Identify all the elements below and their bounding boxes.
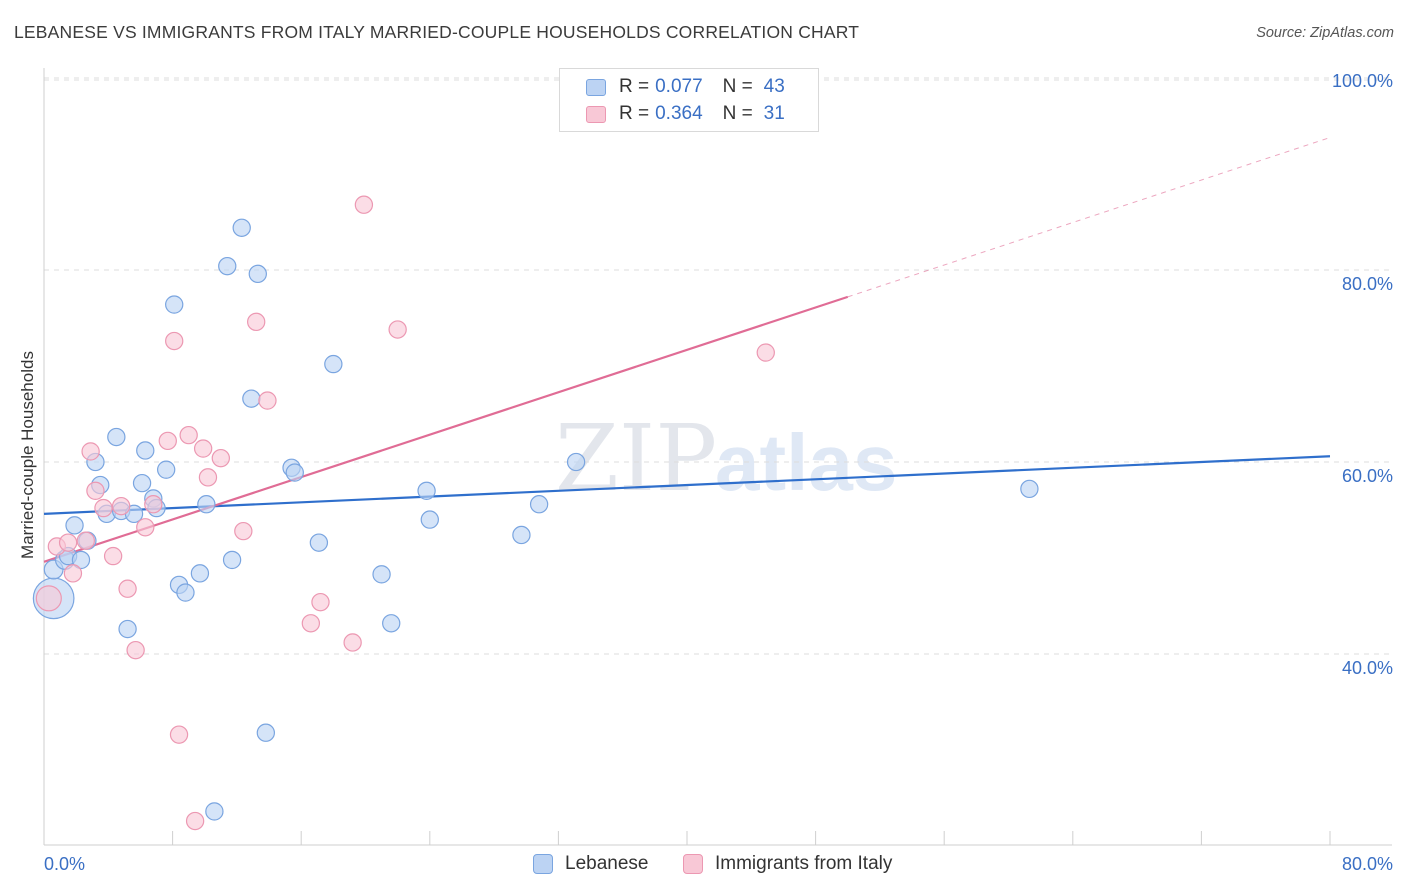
- legend-label-italy: Immigrants from Italy: [715, 853, 893, 874]
- italy-point: [169, 725, 189, 744]
- italy-point: [94, 498, 113, 518]
- trend-line-italy: [43, 295, 849, 563]
- watermark: ZIP atlas: [555, 405, 897, 512]
- italy-point: [136, 518, 155, 537]
- legend-item-italy[interactable]: Immigrants from Italy: [683, 851, 892, 877]
- y-tick-label: 40.0%: [1342, 658, 1393, 678]
- n-value: 31: [763, 103, 785, 124]
- lebanese-point: [132, 473, 152, 493]
- lebanese-point: [71, 550, 91, 570]
- trend-line-extension-italy: [847, 137, 1331, 298]
- lebanese-point: [165, 295, 184, 314]
- italy-point: [247, 312, 266, 332]
- lebanese-point: [107, 427, 126, 447]
- lebanese-point: [205, 802, 224, 821]
- lebanese-point: [118, 619, 137, 639]
- r-value: 0.077: [655, 76, 703, 97]
- r-value: 0.364: [655, 103, 703, 124]
- lebanese-point: [566, 452, 586, 472]
- italy-point: [258, 391, 277, 410]
- r-label: R =: [619, 103, 650, 124]
- lebanese-point: [242, 389, 261, 408]
- n-label: N =: [722, 76, 753, 97]
- trend-line-lebanese: [43, 455, 1331, 515]
- lebanese-swatch: [586, 78, 606, 96]
- x-tick-label: 0.0%: [44, 854, 85, 874]
- italy-point: [63, 564, 83, 583]
- lebanese-point: [1020, 479, 1039, 499]
- italy-point: [103, 546, 123, 566]
- lebanese-point: [176, 583, 195, 602]
- lebanese-point: [248, 264, 267, 284]
- italy-point: [158, 431, 177, 451]
- chart-title: LEBANESE VS IMMIGRANTS FROM ITALY MARRIE…: [14, 22, 860, 42]
- italy-point: [165, 331, 184, 351]
- lebanese-point: [382, 614, 401, 633]
- italy-point: [58, 533, 78, 552]
- italy-point: [388, 320, 407, 339]
- y-tick-label: 100.0%: [1332, 71, 1393, 91]
- source-label: Source: ZipAtlas.com: [1256, 25, 1394, 41]
- lebanese-point: [197, 495, 216, 514]
- legend-item-lebanese[interactable]: Lebanese: [533, 851, 648, 877]
- lebanese-point: [65, 516, 84, 535]
- stats-legend-row-italy: R = 0.364 N = 31: [586, 102, 785, 126]
- italy-point: [118, 579, 137, 598]
- italy-point: [81, 442, 100, 461]
- italy-point: [756, 343, 775, 362]
- x-tick-label: 80.0%: [1342, 854, 1393, 874]
- r-label: R =: [619, 76, 650, 97]
- lebanese-point: [372, 565, 391, 584]
- lebanese-point: [285, 463, 304, 482]
- italy-point: [111, 496, 131, 516]
- y-tick-label: 80.0%: [1342, 274, 1393, 294]
- lebanese-point: [309, 533, 329, 552]
- italy-swatch: [586, 105, 606, 123]
- italy-point: [86, 481, 105, 500]
- lebanese-point: [232, 218, 251, 237]
- italy-point: [234, 521, 253, 541]
- italy-point: [198, 468, 218, 487]
- lebanese-point: [190, 564, 210, 583]
- italy-point: [179, 425, 198, 445]
- lebanese-point: [136, 441, 155, 460]
- italy-point: [35, 585, 62, 612]
- italy-point: [126, 640, 145, 660]
- lebanese-point: [256, 723, 276, 742]
- italy-point: [343, 633, 362, 652]
- italy-point: [354, 195, 374, 214]
- italy-point: [144, 495, 163, 514]
- lebanese-point: [512, 525, 531, 545]
- italy-point: [311, 592, 330, 612]
- stats-legend-row-lebanese: R = 0.077 N = 43: [586, 75, 785, 99]
- lebanese-point: [218, 256, 237, 276]
- n-label: N =: [722, 103, 753, 124]
- lebanese-point: [222, 550, 242, 570]
- italy-point: [193, 439, 213, 458]
- italy-legend-swatch: [683, 854, 703, 874]
- lebanese-point: [417, 481, 436, 500]
- legend-label-lebanese: Lebanese: [565, 853, 649, 874]
- italy-point: [185, 811, 205, 831]
- lebanese-point: [529, 495, 549, 514]
- stats-legend: R = 0.077 N = 43 R = 0.364 N = 31: [559, 68, 819, 132]
- y-axis-title: Married-couple Households: [18, 351, 37, 559]
- lebanese-point: [420, 510, 439, 529]
- lebanese-legend-swatch: [533, 854, 553, 874]
- italy-point: [76, 531, 95, 550]
- lebanese-point: [156, 460, 176, 479]
- italy-point: [211, 448, 231, 468]
- y-tick-label: 60.0%: [1342, 466, 1393, 486]
- lebanese-point: [324, 354, 343, 374]
- italy-point: [301, 614, 321, 633]
- n-value: 43: [763, 76, 785, 97]
